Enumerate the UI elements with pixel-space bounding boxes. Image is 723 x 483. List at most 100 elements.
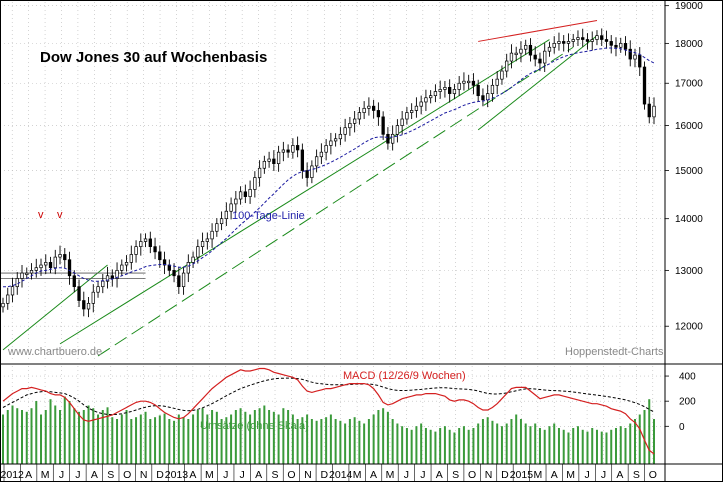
volume-bar [410, 429, 413, 464]
volume-bar [633, 419, 636, 464]
volume-bar [154, 417, 157, 464]
candle-body [552, 43, 556, 48]
volume-bar [610, 429, 613, 464]
candle-body [500, 70, 504, 80]
volume-bar [25, 411, 28, 464]
candle-body [86, 302, 91, 310]
candle-body [448, 87, 452, 94]
volume-bar [557, 428, 560, 464]
x-tick-label: O [287, 469, 295, 481]
candle-body [429, 95, 433, 99]
candle-body [590, 39, 594, 42]
candle-body [39, 264, 43, 269]
volume-bar [529, 426, 532, 464]
volume-bar [515, 414, 518, 464]
candle-body [576, 37, 580, 40]
candle-body [120, 264, 124, 271]
candle-body [29, 270, 34, 274]
y-tick-label: 18000 [675, 39, 703, 50]
candle-body [186, 262, 190, 274]
volume-bar [296, 419, 299, 464]
volume-bar [348, 419, 351, 464]
volume-bar [315, 420, 318, 464]
chart-labels: Dow Jones 30 auf Wochenbasis 100-Tage-Lin… [7, 49, 664, 432]
candle-body [105, 275, 110, 282]
candle-body [604, 39, 609, 42]
volume-bar [614, 428, 617, 464]
x-tick-label: D [156, 469, 164, 481]
volume-bar [519, 419, 522, 464]
x-tick-label: A [255, 469, 262, 481]
candle-body [633, 54, 637, 60]
x-tick-label: A [25, 469, 32, 481]
x-tick-label: S [107, 469, 114, 481]
candle-body [481, 95, 485, 101]
candle-body [438, 89, 442, 92]
candle-body [376, 110, 381, 118]
x-tick-label: A [189, 469, 196, 481]
candle-body [495, 78, 499, 86]
candle-body [476, 84, 480, 97]
volume-bar [586, 431, 589, 464]
candle-body [338, 133, 343, 140]
trend-line-green [59, 39, 550, 345]
candle-body [452, 89, 457, 94]
candle-body [53, 256, 57, 269]
volume-bar [282, 408, 285, 464]
volume-bar [234, 410, 237, 464]
volume-bar [420, 423, 423, 464]
volume-bar [648, 399, 651, 464]
volume-bar [196, 410, 199, 464]
volume-bar [225, 417, 228, 464]
volume-bar [405, 428, 408, 464]
volume-bar [30, 408, 33, 464]
candle-body [524, 44, 528, 50]
x-tick-label: 2012 [1, 469, 25, 481]
volume-bar [73, 408, 76, 464]
y-tick-label: 19000 [675, 1, 703, 12]
volume-bar [320, 419, 323, 464]
volume-bar [49, 399, 52, 464]
volume-bar [505, 423, 508, 464]
candle-body [262, 160, 267, 169]
candle-body [595, 35, 599, 40]
volume-bar [11, 405, 14, 464]
volume-bar [500, 426, 503, 464]
candle-body [286, 149, 290, 153]
candle-body [72, 275, 76, 288]
volume-bar [2, 414, 4, 464]
candle-body [443, 87, 447, 90]
x-tick-label: S [452, 469, 459, 481]
y-tick-label: 12000 [675, 322, 703, 333]
volume-bar [177, 414, 180, 464]
volume-bar [510, 419, 513, 464]
macd-y-tick-label: 0 [679, 422, 685, 433]
candle-body [619, 43, 623, 48]
candle-body [139, 241, 143, 247]
candle-body [10, 286, 15, 296]
candle-body [343, 127, 347, 135]
candle-body [272, 158, 276, 164]
volume-bar [491, 420, 494, 464]
candle-body [224, 210, 228, 220]
volume-bar [78, 411, 81, 464]
candle-body [557, 41, 561, 44]
volume-bar [230, 414, 233, 464]
volume-bar [576, 426, 579, 464]
volume-bar [581, 429, 584, 464]
volume-bar [638, 414, 641, 464]
candle-body [410, 110, 414, 113]
candle-body [196, 246, 200, 258]
x-tick-label: S [633, 469, 640, 481]
volume-bar [329, 414, 332, 464]
volume-bar [106, 407, 109, 464]
moving-average-line [3, 47, 655, 288]
x-tick-label: D [501, 469, 509, 481]
candle-body [6, 294, 10, 304]
trend-line-green [2, 264, 108, 351]
volume-bar [201, 408, 204, 464]
candle-body [267, 158, 271, 162]
candle-body [300, 149, 305, 171]
candle-body [543, 50, 547, 64]
volume-bar [567, 432, 570, 464]
